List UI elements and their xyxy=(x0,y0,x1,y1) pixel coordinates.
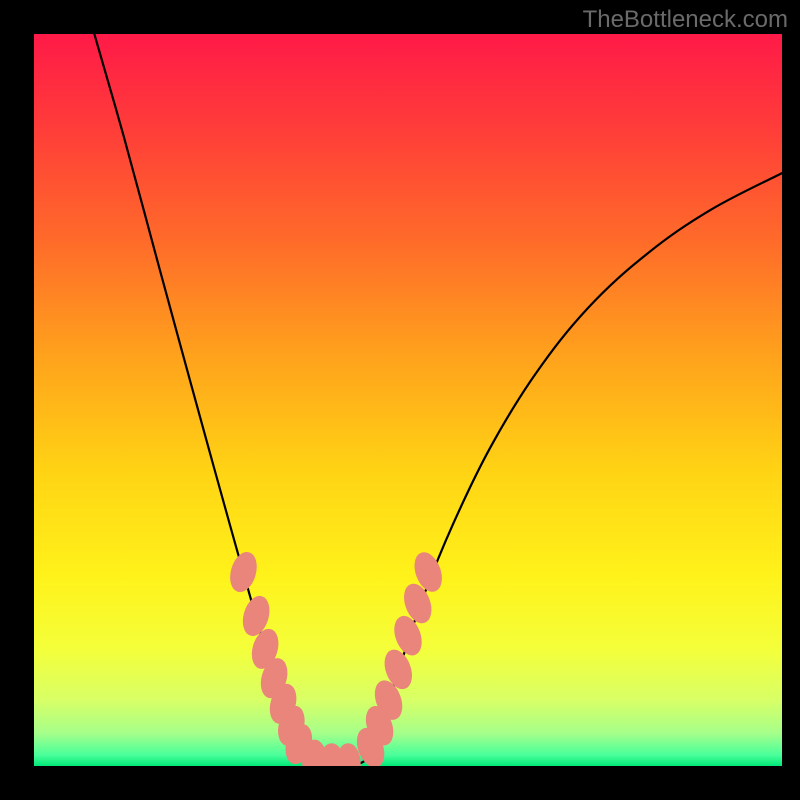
plot-svg xyxy=(34,34,782,766)
plot-area xyxy=(34,34,782,766)
chart-container: TheBottleneck.com xyxy=(0,0,800,800)
gradient-background xyxy=(34,34,782,766)
watermark-text: TheBottleneck.com xyxy=(583,6,788,34)
